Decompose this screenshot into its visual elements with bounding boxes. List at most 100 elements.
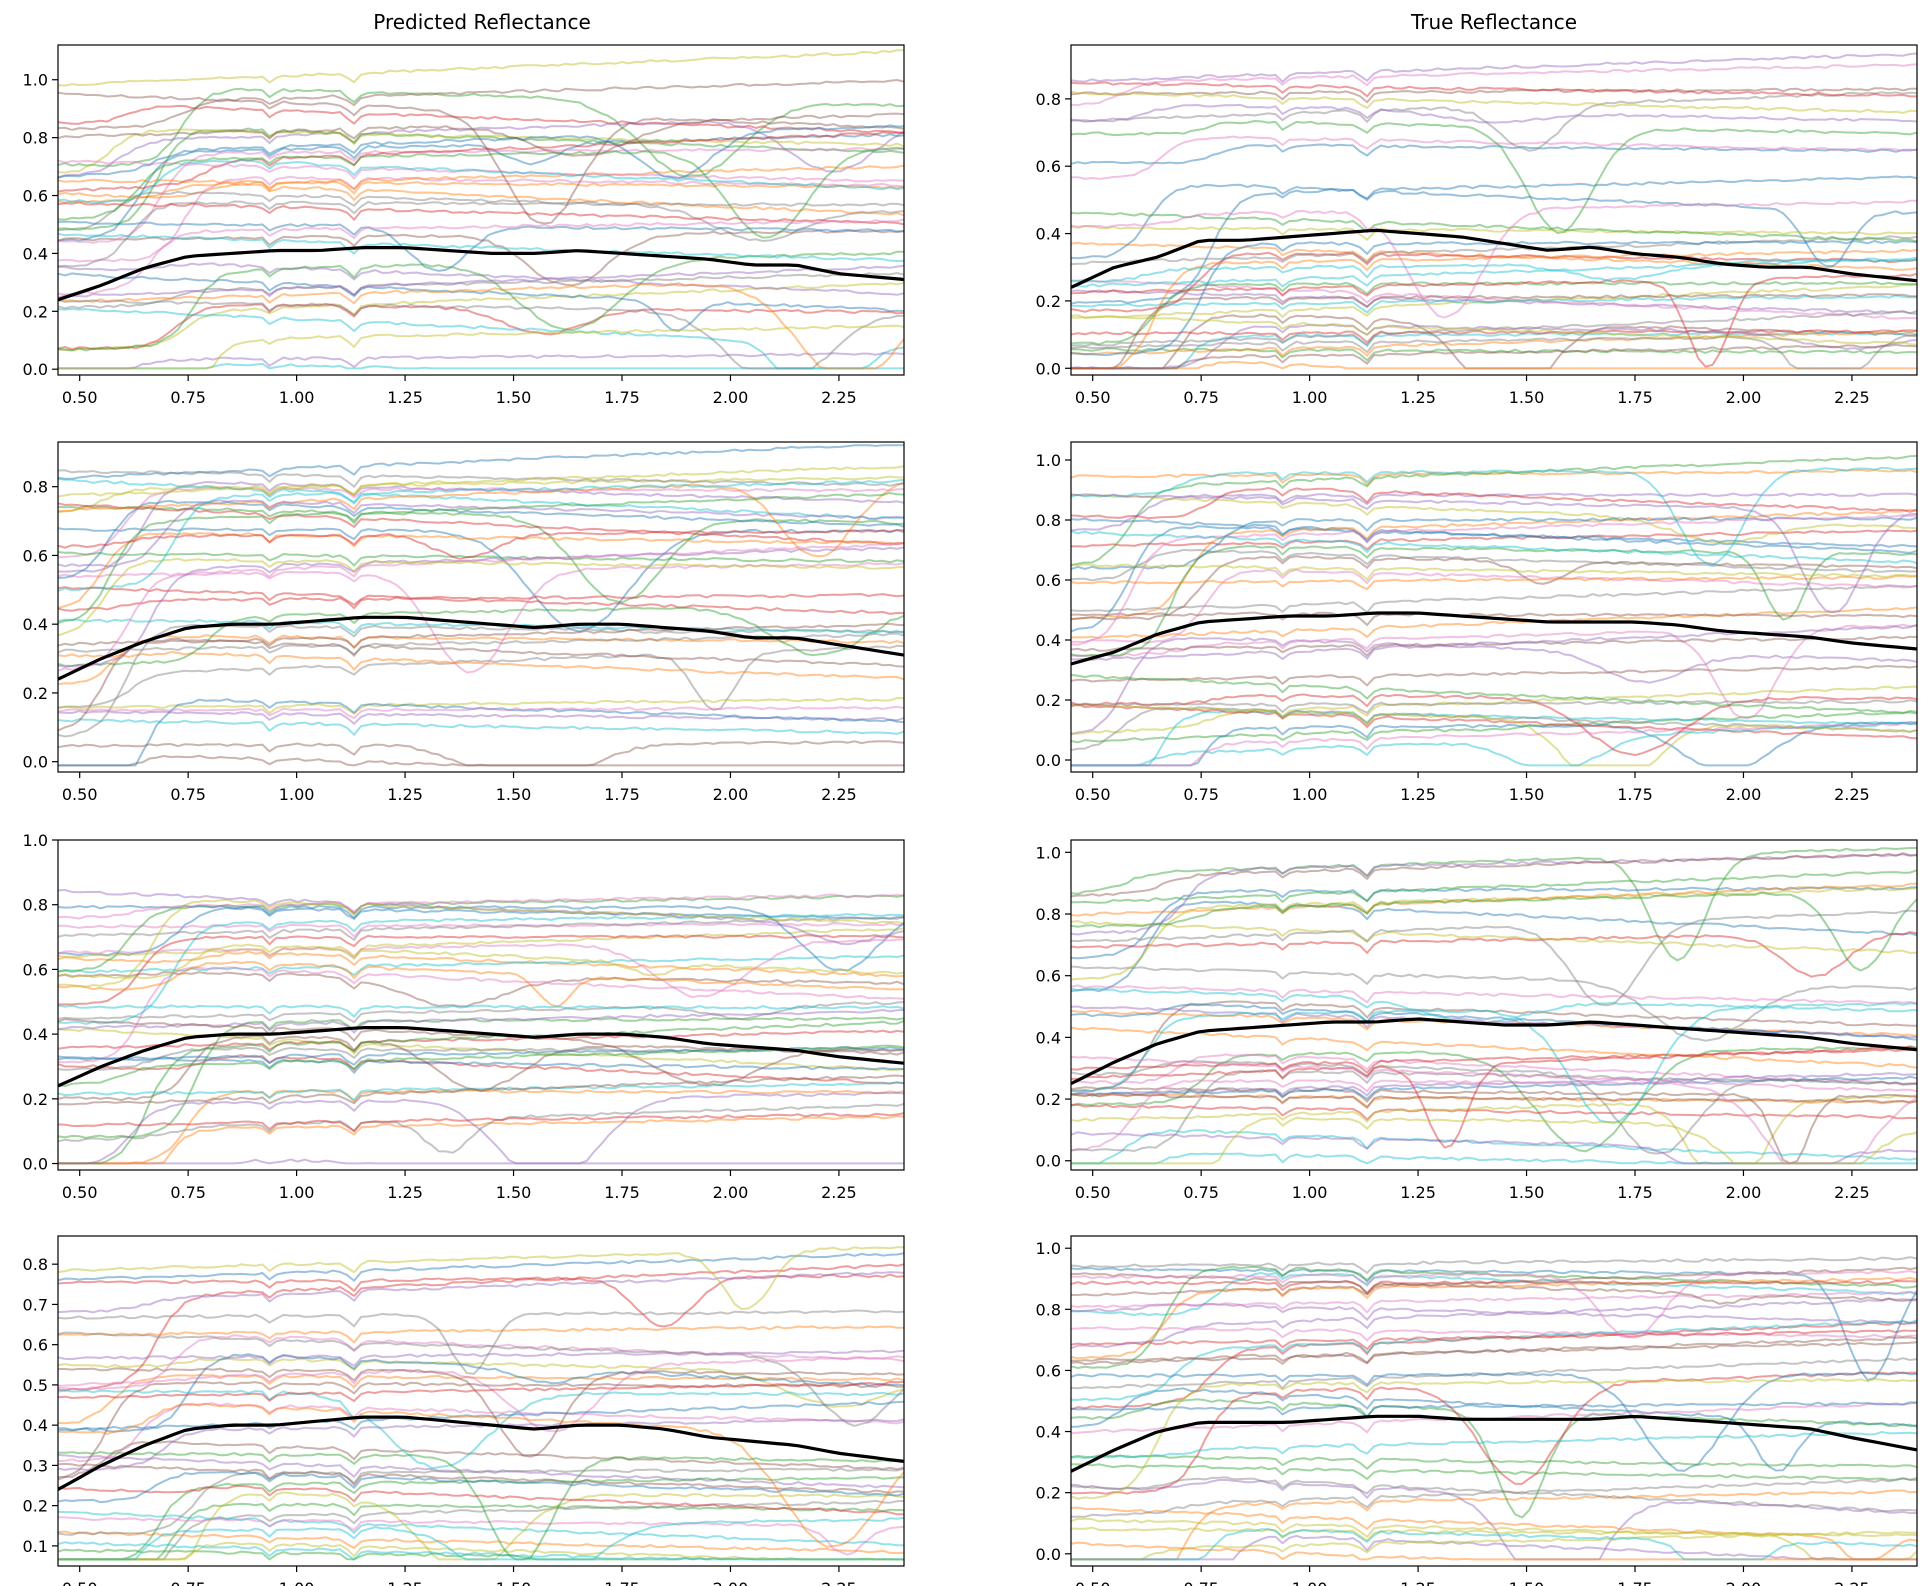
spectrum-line: [1071, 91, 1917, 152]
spectrum-line: [58, 469, 904, 489]
spectrum-line: [1071, 1131, 1917, 1165]
spectrum-line: [58, 894, 904, 973]
spectrum-line: [1071, 1093, 1917, 1110]
spectrum-line: [58, 1008, 904, 1035]
spectrum-line: [1071, 199, 1917, 319]
spectrum-line: [1071, 1319, 1917, 1402]
spectrum-line: [58, 298, 904, 370]
spectrum-line: [58, 1035, 904, 1102]
x-tick-label: 1.25: [1400, 1579, 1436, 1586]
spectrum-line: [58, 1541, 904, 1561]
x-tick-label: 2.25: [821, 1183, 857, 1202]
spectrum-line: [58, 1471, 904, 1504]
spectrum-line: [58, 478, 904, 520]
spectrum-line: [1071, 721, 1917, 767]
x-tick-label: 2.25: [1834, 388, 1870, 407]
y-tick-label: 0.8: [23, 1255, 48, 1274]
spectrum-line: [1071, 887, 1917, 981]
spectrum-line: [58, 1367, 904, 1458]
y-tick-label: 0.1: [23, 1537, 48, 1556]
y-tick-label: 0.0: [23, 360, 48, 379]
spectrum-line: [58, 1074, 904, 1106]
x-tick-label: 2.25: [1834, 785, 1870, 804]
spectrum-line: [58, 1054, 904, 1085]
spectrum-line: [1071, 241, 1917, 271]
spectrum-line: [58, 893, 904, 920]
spectra-group: [1071, 52, 1917, 370]
spectrum-line: [58, 1331, 904, 1427]
spectrum-line: [58, 1402, 904, 1463]
spectrum-line: [58, 128, 904, 174]
spectrum-line: [1071, 1302, 1917, 1325]
spectrum-line: [1071, 1477, 1917, 1518]
spectrum-line: [58, 954, 904, 977]
axes-frame: [1070, 1235, 1918, 1567]
x-tick-label: 0.50: [62, 785, 98, 804]
x-tick-label: 0.75: [1183, 1579, 1219, 1586]
spectrum-line: [1071, 1002, 1917, 1124]
spectrum-line: [1071, 1026, 1917, 1069]
spectrum-line: [58, 1389, 904, 1470]
spectrum-line: [58, 1462, 904, 1494]
spectrum-line: [1071, 699, 1917, 715]
spectrum-line: [1071, 1541, 1917, 1561]
spectrum-line: [1071, 1489, 1917, 1561]
spectrum-line: [58, 229, 904, 287]
mean-line: [1071, 228, 1917, 289]
spectrum-line: [58, 262, 904, 296]
x-tick-label: 0.75: [170, 1183, 206, 1202]
y-tick-label: 0.2: [1036, 1484, 1061, 1503]
spectrum-line: [58, 49, 904, 87]
spectrum-line: [1071, 1267, 1917, 1382]
spectrum-line: [58, 1357, 904, 1408]
mean-line: [58, 615, 904, 681]
spectrum-line: [58, 1349, 904, 1368]
spectrum-line: [1071, 1329, 1917, 1351]
spectrum-line: [1071, 466, 1917, 567]
mean-line: [1071, 1414, 1917, 1473]
spectrum-line: [1071, 224, 1917, 242]
x-tick-label: 0.75: [1183, 1183, 1219, 1202]
spectrum-line: [58, 175, 904, 263]
spectrum-line: [1071, 1256, 1917, 1275]
spectrum-line: [58, 480, 904, 573]
spectrum-line: [58, 1541, 904, 1561]
spectrum-line: [1071, 1357, 1917, 1390]
subplot-4: 0.50 0.75 1.00 1.25 1.50 1.75 2.00 2.25 0.0 0.2 0.…: [1036, 441, 1918, 804]
spectrum-line: [1071, 309, 1917, 347]
spectrum-line: [1071, 1072, 1917, 1097]
y-tick-label: 0.4: [23, 1025, 48, 1044]
spectrum-line: [1071, 283, 1917, 319]
x-tick-label: 2.00: [713, 388, 749, 407]
x-tick-label: 0.50: [1075, 388, 1111, 407]
x-tick-label: 1.75: [604, 1183, 640, 1202]
spectrum-line: [1071, 852, 1917, 898]
axes-frame: [1070, 44, 1918, 376]
spectrum-line: [58, 898, 904, 988]
spectrum-line: [1071, 90, 1917, 114]
spectrum-line: [1071, 135, 1917, 180]
y-tick-label: 0.4: [1036, 225, 1061, 244]
x-tick-label: 1.00: [1292, 1579, 1328, 1586]
spectrum-line: [1071, 664, 1917, 687]
spectrum-line: [58, 1353, 904, 1433]
spectrum-line: [1071, 1272, 1917, 1305]
y-tick-label: 0.8: [1036, 905, 1061, 924]
spectrum-line: [1071, 1387, 1917, 1472]
spectrum-line: [1071, 175, 1917, 305]
x-tick-label: 1.25: [387, 785, 423, 804]
axes-frame: [57, 839, 905, 1171]
spectrum-line: [1071, 574, 1917, 591]
spectrum-line: [58, 1502, 904, 1561]
spectrum-line: [58, 1400, 904, 1432]
spectrum-line: [58, 1510, 904, 1547]
spectrum-line: [58, 754, 904, 767]
spectrum-line: [58, 1309, 904, 1375]
spectrum-line: [1071, 965, 1917, 1042]
spectrum-line: [58, 1440, 904, 1479]
spectrum-line: [58, 281, 904, 352]
x-tick-label: 0.50: [1075, 1579, 1111, 1586]
x-tick-label: 0.75: [170, 785, 206, 804]
